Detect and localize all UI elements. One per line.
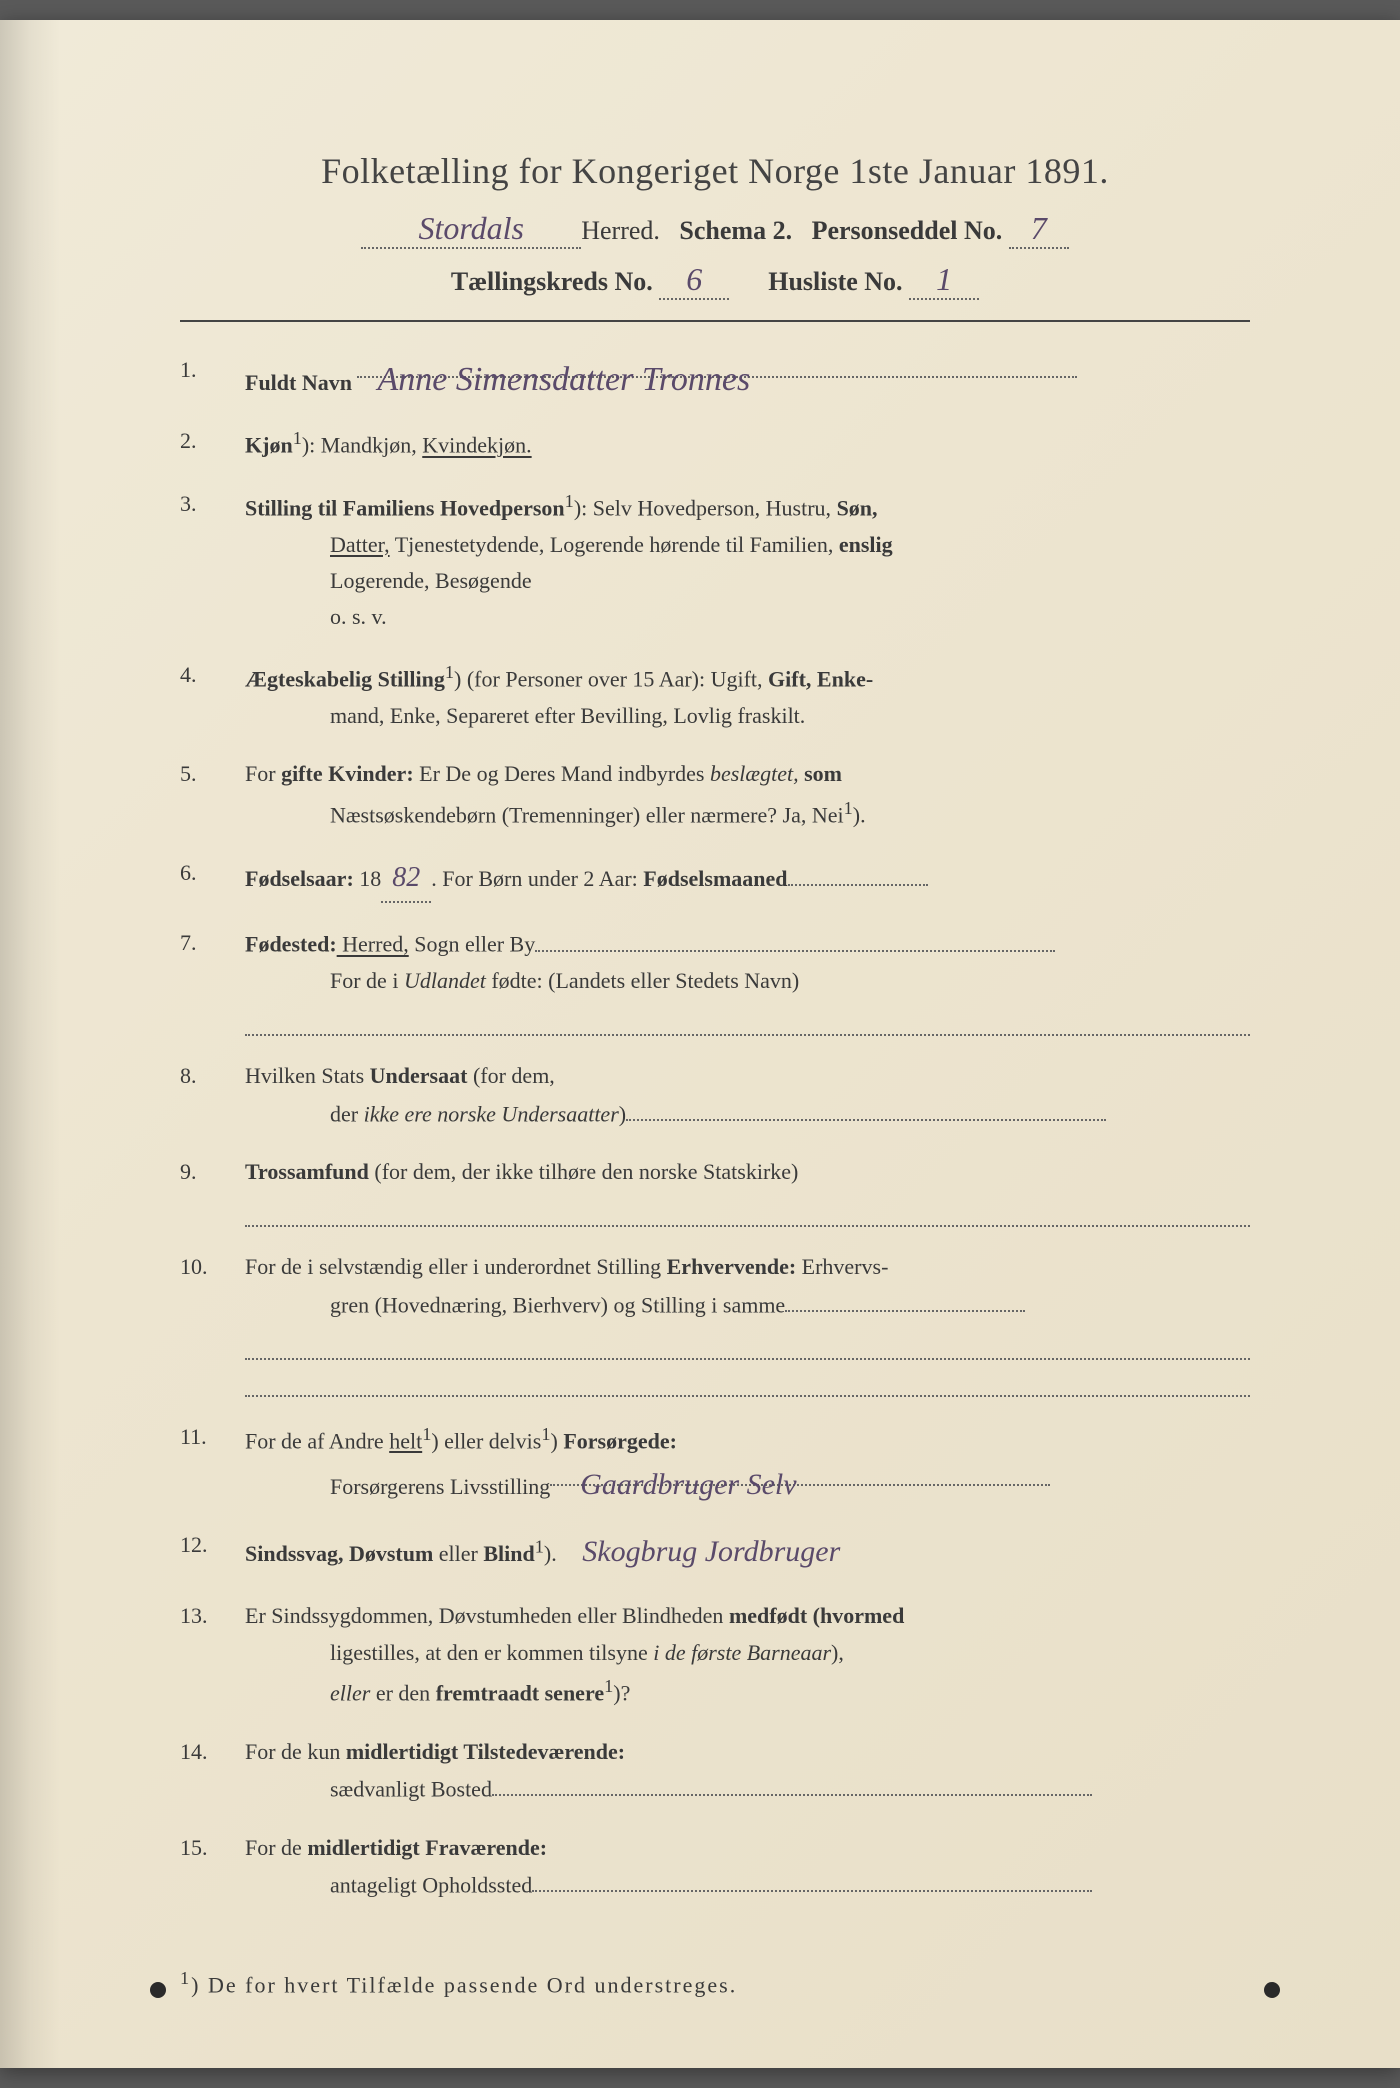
- husliste-label: Husliste No.: [768, 267, 902, 296]
- item-3: 3. Stilling til Familiens Hovedperson1):…: [180, 486, 1250, 636]
- item-12: 12. Sindssvag, Døvstum eller Blind1). Sk…: [180, 1527, 1250, 1577]
- fuldt-navn-value: Anne Simensdatter Tronnes: [357, 361, 750, 398]
- herred-underlined: Herred,: [337, 932, 409, 957]
- subtitle-row-1: StordalsHerred. Schema 2. Personseddel N…: [180, 210, 1250, 249]
- punch-hole-right: [1264, 1982, 1280, 1998]
- herred-label: Herred.: [581, 216, 660, 245]
- item12-handwritten: Skogbrug Jordbruger: [562, 1535, 840, 1568]
- herred-handwritten: Stordals: [361, 210, 581, 249]
- subtitle-row-2: Tællingskreds No. 6 Husliste No. 1: [180, 261, 1250, 300]
- personseddel-no: 7: [1009, 210, 1069, 249]
- item-7: 7. Fødested: Herred, Sogn eller By For d…: [180, 925, 1250, 1036]
- item-9: 9. Trossamfund (for dem, der ikke tilhør…: [180, 1154, 1250, 1227]
- item-1: 1. Fuldt Navn Anne Simensdatter Tronnes: [180, 352, 1250, 401]
- item-2: 2. Kjøn1): Mandkjøn, Kvindekjøn.: [180, 423, 1250, 464]
- item-4: 4. Ægteskabelig Stilling1) (for Personer…: [180, 657, 1250, 734]
- item-14: 14. For de kun midlertidigt Tilstedevære…: [180, 1734, 1250, 1808]
- forsorger-value: Gaardbruger Selv: [550, 1468, 796, 1501]
- footnote: 1) De for hvert Tilfælde passende Ord un…: [180, 1968, 1250, 1998]
- personseddel-label: Personseddel No.: [812, 216, 1003, 245]
- punch-hole-left: [150, 1982, 166, 1998]
- item-11: 11. For de af Andre helt1) eller delvis1…: [180, 1419, 1250, 1505]
- taellingskreds-no: 6: [659, 261, 729, 300]
- page-title: Folketælling for Kongeriget Norge 1ste J…: [180, 150, 1250, 192]
- item-6: 6. Fødselsaar: 1882. For Børn under 2 Aa…: [180, 855, 1250, 903]
- datter-underlined: Datter,: [330, 532, 390, 557]
- schema-label: Schema 2.: [679, 216, 792, 245]
- item-8: 8. Hvilken Stats Undersaat (for dem, der…: [180, 1058, 1250, 1132]
- kvindekjon-underlined: Kvindekjøn.: [422, 433, 531, 458]
- item-10: 10. For de i selvstændig eller i underor…: [180, 1249, 1250, 1397]
- census-form-page: Folketælling for Kongeriget Norge 1ste J…: [0, 20, 1400, 2068]
- husliste-no: 1: [909, 261, 979, 300]
- item-5: 5. For gifte Kvinder: Er De og Deres Man…: [180, 756, 1250, 833]
- label-fuldt-navn: Fuldt Navn: [245, 370, 352, 395]
- form-list: 1. Fuldt Navn Anne Simensdatter Tronnes …: [180, 352, 1250, 1904]
- item-15: 15. For de midlertidigt Fraværende: anta…: [180, 1830, 1250, 1904]
- taellingskreds-label: Tællingskreds No.: [451, 267, 653, 296]
- header-divider: [180, 320, 1250, 322]
- birth-year: 82: [381, 855, 431, 903]
- item-13: 13. Er Sindssygdommen, Døvstumheden elle…: [180, 1598, 1250, 1711]
